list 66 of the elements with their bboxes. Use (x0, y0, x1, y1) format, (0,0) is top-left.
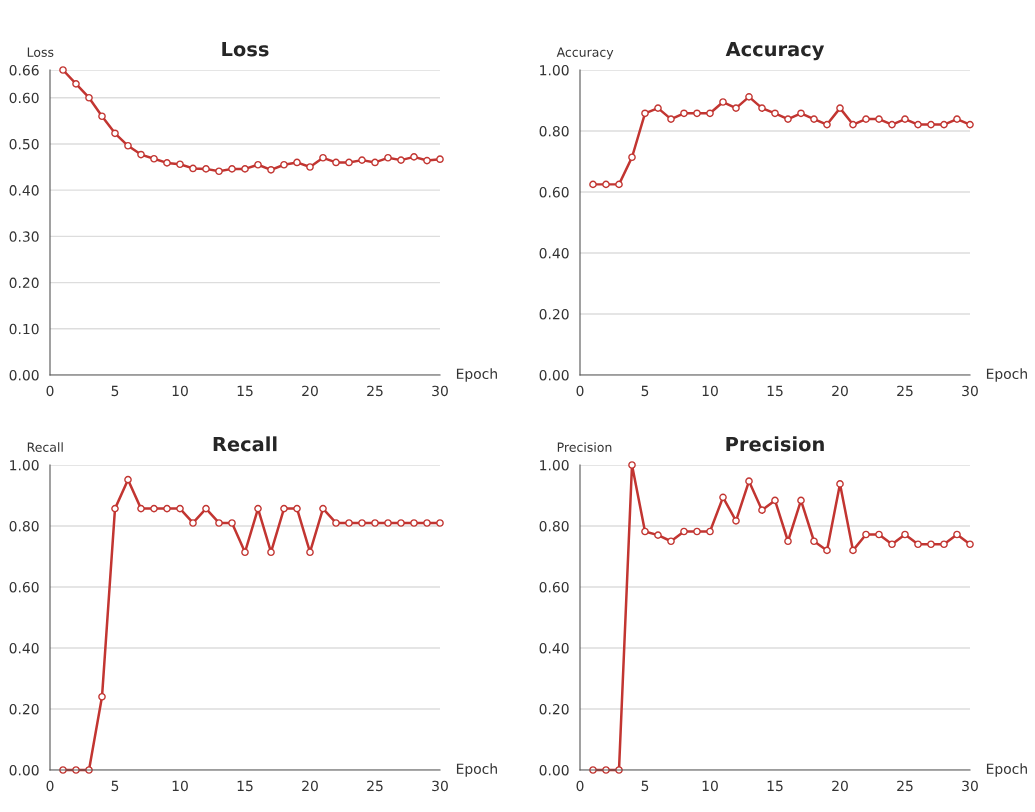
x-tick-label: 30 (962, 780, 978, 792)
chart-title: Loss (222, 41, 269, 57)
y-tick-label: 0.00 (539, 369, 569, 381)
x-tick-label: 20 (832, 780, 848, 792)
y-tick-label: 1.00 (10, 459, 39, 471)
x-tick-label: 10 (172, 385, 188, 397)
x-tick-label: 15 (237, 780, 253, 792)
y-tick-label: 0.20 (539, 703, 569, 715)
y-tick-label: 0.00 (9, 764, 39, 776)
x-tick-label: 30 (432, 385, 448, 397)
y-tick-label: 0.60 (539, 581, 569, 593)
y-axis-title: Loss (27, 47, 54, 57)
y-axis-title: Accuracy (556, 47, 614, 60)
x-tick-label: 10 (172, 780, 188, 792)
y-tick-label: 0.20 (9, 277, 39, 289)
chart-title: Precision (726, 436, 824, 452)
y-tick-label: 0.50 (9, 138, 39, 150)
x-tick-label: 25 (897, 385, 913, 397)
y-tick-label: 0.80 (539, 520, 569, 532)
y-tick-label: 1.00 (540, 64, 569, 76)
y-tick-label: 0.40 (9, 185, 39, 196)
x-axis-title: Epoch (456, 368, 497, 382)
chart-title: Accuracy (725, 41, 825, 61)
chart-title: Recall (213, 436, 277, 452)
x-axis-title: Epoch (986, 368, 1027, 382)
y-tick-label: 0.60 (9, 581, 39, 593)
x-tick-label: 20 (302, 385, 318, 397)
x-axis-title: Epoch (986, 763, 1027, 777)
y-axis-title: Precision (557, 442, 612, 452)
x-tick-label: 15 (767, 780, 783, 792)
x-tick-label: 20 (302, 780, 318, 792)
y-tick-label: 0.40 (539, 642, 569, 654)
x-tick-label: 5 (641, 780, 649, 792)
x-tick-label: 20 (832, 385, 848, 397)
x-tick-label: 30 (432, 780, 448, 792)
x-tick-label: 5 (111, 780, 119, 792)
y-tick-label: 0.00 (539, 764, 569, 776)
x-tick-label: 0 (46, 780, 54, 792)
x-tick-label: 30 (962, 385, 978, 397)
y-tick-label: 0.66 (9, 64, 39, 76)
y-tick-label: 0.10 (9, 323, 39, 335)
y-tick-label: 0.40 (539, 247, 569, 259)
x-tick-label: 5 (111, 385, 119, 397)
x-tick-label: 25 (367, 780, 383, 792)
y-tick-label: 0.80 (539, 125, 569, 137)
x-tick-label: 0 (46, 385, 54, 397)
y-tick-label: 0.60 (539, 186, 569, 198)
y-tick-label: 0.30 (9, 231, 39, 242)
y-tick-label: 0.80 (9, 520, 39, 532)
x-tick-label: 0 (576, 780, 584, 792)
y-tick-label: 0.00 (9, 369, 39, 381)
x-tick-label: 10 (702, 385, 718, 397)
x-tick-label: 0 (576, 385, 584, 397)
x-tick-label: 5 (641, 385, 649, 397)
x-axis-title: Epoch (456, 763, 497, 777)
y-tick-label: 0.60 (9, 92, 39, 104)
y-tick-label: 1.00 (540, 459, 569, 471)
y-tick-label: 0.20 (9, 703, 39, 715)
x-tick-label: 15 (767, 385, 783, 397)
x-tick-label: 25 (367, 385, 383, 397)
y-tick-label: 0.20 (539, 308, 569, 320)
y-tick-label: 0.40 (9, 642, 39, 654)
y-axis-title: Recall (27, 442, 63, 452)
x-tick-label: 15 (237, 385, 253, 397)
x-tick-label: 10 (702, 780, 718, 792)
x-tick-label: 25 (897, 780, 913, 792)
